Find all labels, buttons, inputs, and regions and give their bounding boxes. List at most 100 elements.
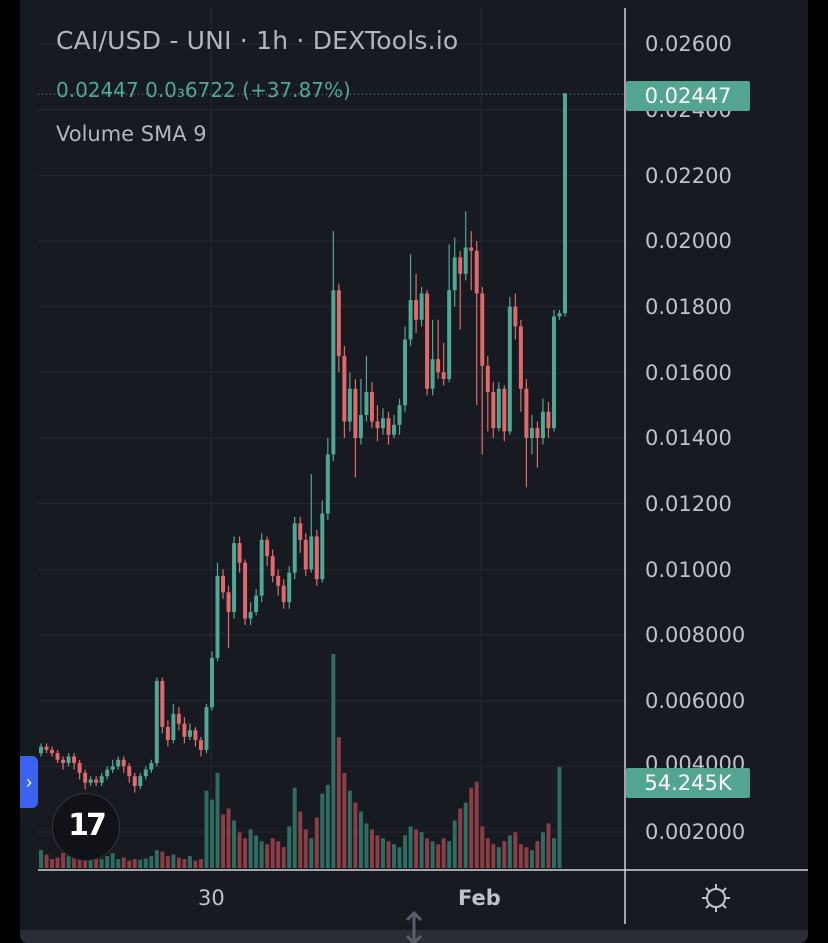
candle-body [254, 595, 259, 613]
volume-bar [491, 844, 496, 868]
candle-body [77, 763, 82, 773]
volume-bar [165, 856, 170, 868]
volume-bar [303, 829, 308, 868]
candle-body [248, 612, 253, 619]
volume-bar [358, 811, 363, 868]
candle-body [55, 753, 60, 760]
candle-body [529, 428, 534, 438]
volume-bar [320, 793, 325, 868]
volume-bar [469, 787, 474, 868]
volume-bar [270, 838, 275, 868]
volume-bar [458, 808, 463, 868]
candle-body [66, 756, 71, 764]
x-tick-label: Feb [458, 886, 501, 910]
candle [138, 772, 143, 790]
candle-body [193, 730, 198, 741]
candle [347, 372, 352, 432]
candle-body [369, 392, 374, 422]
candle-body [243, 562, 248, 619]
candle [358, 378, 363, 445]
candle-body [121, 759, 126, 767]
volume-bar [436, 844, 441, 868]
volume-bar [507, 835, 512, 868]
candle [298, 516, 303, 553]
candle [77, 759, 82, 780]
candle-body [397, 405, 402, 425]
candle [480, 286, 485, 455]
candle [485, 355, 490, 432]
candle [287, 566, 292, 609]
candle [540, 398, 545, 445]
candle-body [210, 657, 214, 708]
candle [165, 720, 170, 747]
candle-body [342, 355, 347, 422]
volume-bar [193, 860, 198, 868]
volume-bar [546, 823, 551, 868]
candle [380, 408, 385, 435]
candle [563, 93, 567, 317]
volume-bar [171, 854, 176, 868]
candle-body [276, 575, 281, 586]
candle-body [298, 523, 303, 540]
candle [121, 756, 126, 773]
volume-bar [254, 835, 259, 868]
candle [50, 746, 55, 757]
candle [353, 378, 358, 478]
volume-bar [314, 817, 319, 868]
candle [204, 703, 209, 754]
drag-handle-icon[interactable] [402, 910, 426, 943]
candle [210, 651, 214, 711]
volume-bar [496, 847, 501, 868]
candle-body [39, 746, 43, 754]
gear-icon[interactable] [700, 882, 732, 914]
candle-body [309, 536, 314, 570]
candle-body [458, 257, 463, 274]
candle [425, 290, 430, 396]
candle-body [237, 543, 242, 563]
y-tick-label: 0.008000 [645, 623, 746, 647]
candle [309, 474, 314, 573]
candle [243, 559, 248, 626]
volume-bar [425, 838, 430, 868]
volume-bar [121, 857, 126, 868]
candle-body [491, 392, 496, 429]
candle [551, 309, 556, 432]
candle-body [160, 680, 165, 727]
volume-bar [210, 799, 214, 868]
candle-body [507, 306, 512, 432]
candle [198, 736, 203, 757]
volume-bar [347, 790, 352, 868]
volume-indicator-label[interactable]: Volume SMA 9 [56, 122, 207, 146]
volume-bar [204, 790, 209, 868]
volume-bar [215, 772, 220, 868]
candle [215, 562, 220, 662]
candle [171, 703, 176, 744]
candle [557, 309, 562, 320]
volume-bar [551, 838, 556, 868]
last-volume-tag: 54.245K [626, 768, 750, 798]
volume-bar [364, 823, 369, 868]
volume-bar [221, 814, 226, 868]
volume-bar [342, 772, 347, 868]
candle [403, 326, 408, 412]
candle-body [392, 424, 396, 435]
candle-body [358, 415, 363, 438]
candle-body [518, 326, 523, 389]
candle-body [176, 713, 181, 724]
volume-bar [502, 841, 507, 868]
candle [342, 346, 347, 438]
tradingview-logo[interactable]: 17 [52, 793, 120, 861]
candle [132, 772, 137, 793]
volume-bar [380, 838, 385, 868]
y-tick-label: 0.02200 [645, 164, 732, 188]
volume-bar [447, 841, 452, 868]
chevron-right-icon[interactable]: › [20, 756, 38, 808]
candle-body [154, 680, 159, 764]
candle-body [143, 769, 148, 777]
candle [397, 398, 402, 435]
candle [496, 382, 501, 432]
candle-body [292, 523, 297, 573]
candle [259, 533, 264, 603]
candle-body [485, 365, 490, 393]
